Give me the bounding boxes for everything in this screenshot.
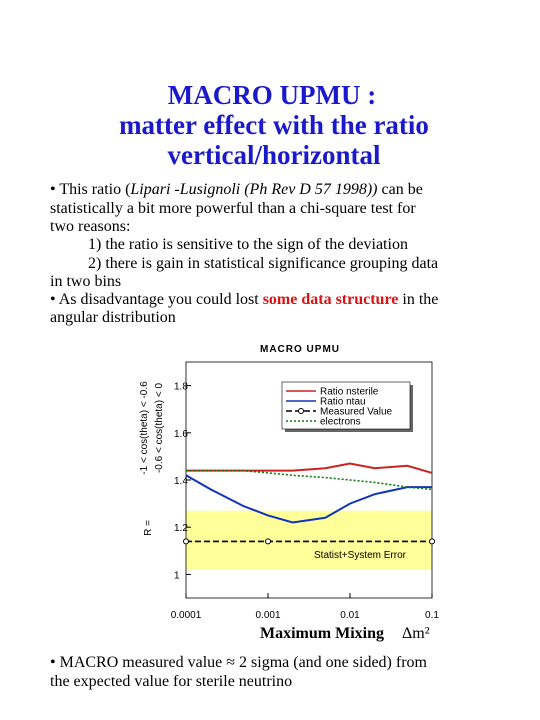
x-tick-label: 0.001	[255, 610, 280, 621]
legend-label: Ratio ntau	[320, 397, 366, 408]
chart-title: MACRO UPMU	[260, 344, 340, 355]
body-line: angular distribution	[50, 309, 176, 326]
band-label: Statist+System Error	[314, 550, 407, 561]
series-line	[185, 474, 432, 524]
title-line: MACRO UPMU :	[168, 80, 376, 110]
body-line: in two bins	[50, 273, 121, 290]
body-line: 2) there is gain in statistical signific…	[88, 255, 438, 272]
text: • As disadvantage you could lost	[50, 291, 263, 308]
title-line: matter effect with the ratio	[119, 110, 429, 140]
body-line: • This ratio (Lipari -Lusignoli (Ph Rev …	[50, 181, 423, 198]
y-tick-label: 1.8	[174, 382, 188, 393]
marker	[429, 538, 435, 545]
legend-label: electrons	[320, 417, 361, 428]
y-tick-label: 1.2	[174, 523, 188, 534]
legend-label: Ratio nsterile	[320, 387, 379, 398]
x-label: Maximum Mixing	[260, 625, 384, 642]
x-tick-label: 0.1	[425, 610, 439, 621]
body-line: 1) the ratio is sensitive to the sign of…	[88, 236, 408, 253]
y-label: -0.6 < cos(theta) < 0	[154, 383, 165, 473]
footer-line: • MACRO measured value ≈ 2 sigma (and on…	[50, 654, 428, 671]
legend-label: Measured Value	[320, 407, 393, 418]
text: • This ratio (	[50, 181, 130, 198]
y-tick-label: 1	[174, 570, 180, 581]
marker	[265, 538, 271, 545]
text: can be	[378, 181, 423, 198]
legend-marker	[298, 408, 304, 414]
marker	[183, 538, 189, 545]
footer-line: the expected value for sterile neutrino	[50, 673, 292, 690]
body-line: • As disadvantage you could lost some da…	[50, 291, 438, 308]
y-label: R =	[143, 520, 154, 536]
series-line	[186, 462, 433, 474]
body-line: statistically a bit more powerful than a…	[50, 200, 416, 217]
body-line: two reasons:	[50, 218, 130, 235]
x-tick-label: 0.0001	[171, 610, 202, 621]
y-tick-label: 1.4	[174, 476, 188, 487]
x-tick-label: 0.01	[340, 610, 360, 621]
text: in the	[398, 291, 438, 308]
title-line: vertical/horizontal	[168, 140, 381, 170]
series-line	[186, 469, 433, 491]
y-label: -1 < cos(theta) < -0.6	[139, 381, 150, 475]
y-tick-label: 1.6	[174, 429, 188, 440]
x-label-symbol: Δm²	[402, 625, 430, 642]
highlight: some data structure	[263, 291, 399, 308]
citation: Lipari -Lusignoli (Ph Rev D 57 1998))	[129, 181, 377, 198]
